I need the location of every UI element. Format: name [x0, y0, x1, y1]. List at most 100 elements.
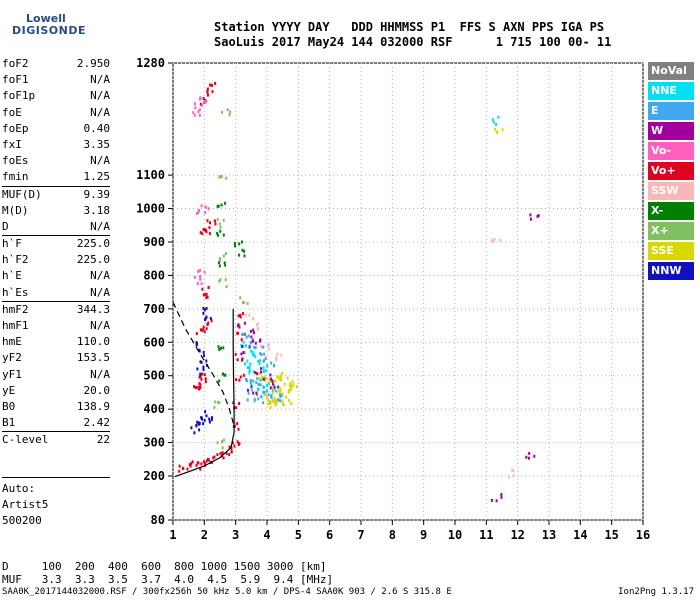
trace-point [490, 499, 493, 502]
param-name: foEp [2, 121, 29, 135]
trace-point [196, 282, 199, 286]
trace-point [196, 367, 199, 371]
trace-point [279, 399, 282, 403]
trace-point [264, 379, 267, 383]
trace-point [199, 268, 201, 272]
trace-point [500, 495, 503, 499]
trace-point [243, 249, 246, 253]
trace-point [232, 401, 235, 405]
param-row: h`F2 225.0 [2, 252, 110, 268]
trace-point [280, 393, 283, 397]
trace-point [218, 222, 221, 226]
trace-point [259, 383, 262, 387]
trace-point [200, 377, 203, 381]
trace-point [243, 332, 245, 336]
trace-point [205, 327, 208, 331]
trace-point [220, 174, 223, 178]
param-value: 110.0 [76, 335, 110, 349]
trace-point [193, 275, 196, 279]
trace-point [243, 321, 246, 325]
trace-point [511, 468, 514, 472]
param-name: hmE [2, 335, 22, 349]
trace-point [262, 366, 265, 370]
trace-point [251, 353, 254, 356]
trace-point [241, 345, 244, 349]
trace-point [203, 330, 206, 334]
legend-item: NoVal [648, 62, 694, 80]
param-name: hmF2 [2, 302, 29, 316]
trace-point [243, 351, 246, 355]
trace-point [237, 314, 240, 318]
trace-point [220, 346, 222, 350]
trace-point [213, 219, 216, 223]
trace-point [216, 231, 219, 235]
trace-point [250, 379, 252, 383]
param-row: foEs N/A [2, 153, 110, 169]
trace-point [274, 389, 277, 393]
x-tick-label: 4 [263, 528, 270, 542]
trace-point [219, 259, 221, 262]
trace-point [263, 391, 266, 394]
header-line-1: Station YYYY DAY DDD HHMMSS P1 FFS S AXN… [214, 20, 605, 34]
trace-point [217, 233, 219, 237]
trace-point [249, 362, 252, 366]
trace-point [199, 467, 202, 471]
trace-point [200, 282, 203, 286]
trace-point [241, 358, 243, 362]
trace-point [266, 396, 269, 400]
trace-point [242, 373, 245, 377]
trace-point [270, 394, 273, 398]
x-tick-label: 9 [420, 528, 427, 542]
param-name: h`F2 [2, 253, 29, 267]
trace-point [279, 389, 282, 393]
trace-point [268, 347, 271, 351]
trace-point [275, 398, 277, 402]
trace-point [499, 238, 502, 242]
legend-item: Vo- [648, 142, 694, 160]
param-row: yE 20.0 [2, 383, 110, 399]
trace-point [283, 382, 286, 386]
trace-point [259, 378, 262, 382]
trace-point [204, 205, 207, 209]
trace-point [269, 373, 272, 377]
trace-point [211, 416, 213, 420]
trace-point [239, 313, 242, 317]
x-tick-label: 14 [573, 528, 587, 542]
trace-point [211, 83, 213, 87]
trace-point [247, 391, 250, 395]
trace-point [249, 341, 252, 345]
trace-point [267, 343, 270, 347]
trace-point [222, 438, 225, 442]
trace-point [253, 397, 256, 401]
trace-point [256, 377, 259, 380]
trace-point [228, 113, 231, 117]
trace-point [195, 463, 198, 467]
trace-point [197, 461, 200, 465]
trace-point [241, 312, 244, 315]
param-row: foE N/A [2, 105, 110, 121]
trace-point [277, 375, 280, 379]
trace-point [492, 120, 495, 124]
trace-point [495, 499, 498, 503]
trace-point [267, 402, 270, 406]
param-value: 2.950 [76, 57, 110, 70]
trace-point [242, 301, 245, 304]
trace-point [206, 87, 209, 91]
trace-point [252, 339, 254, 343]
trace-point [250, 385, 253, 389]
muf-row: MUF 3.3 3.3 3.5 3.7 4.0 4.5 5.9 9.4 [MHz… [2, 573, 334, 586]
param-name: yE [2, 383, 16, 397]
trace-point [252, 379, 255, 383]
trace-point [255, 391, 258, 395]
param-row: foEp 0.40 [2, 121, 110, 137]
trace-point [241, 240, 243, 244]
trace-point [216, 441, 219, 445]
header-line-2: SaoLuis 2017 May24 144 032000 RSF 1 715 … [214, 35, 612, 49]
param-name: hmF1 [2, 319, 29, 332]
trace-point [249, 381, 252, 385]
legend-item: W [648, 122, 694, 140]
trace-point [218, 401, 221, 405]
trace-point [198, 421, 201, 425]
x-tick-label: 5 [295, 528, 302, 542]
